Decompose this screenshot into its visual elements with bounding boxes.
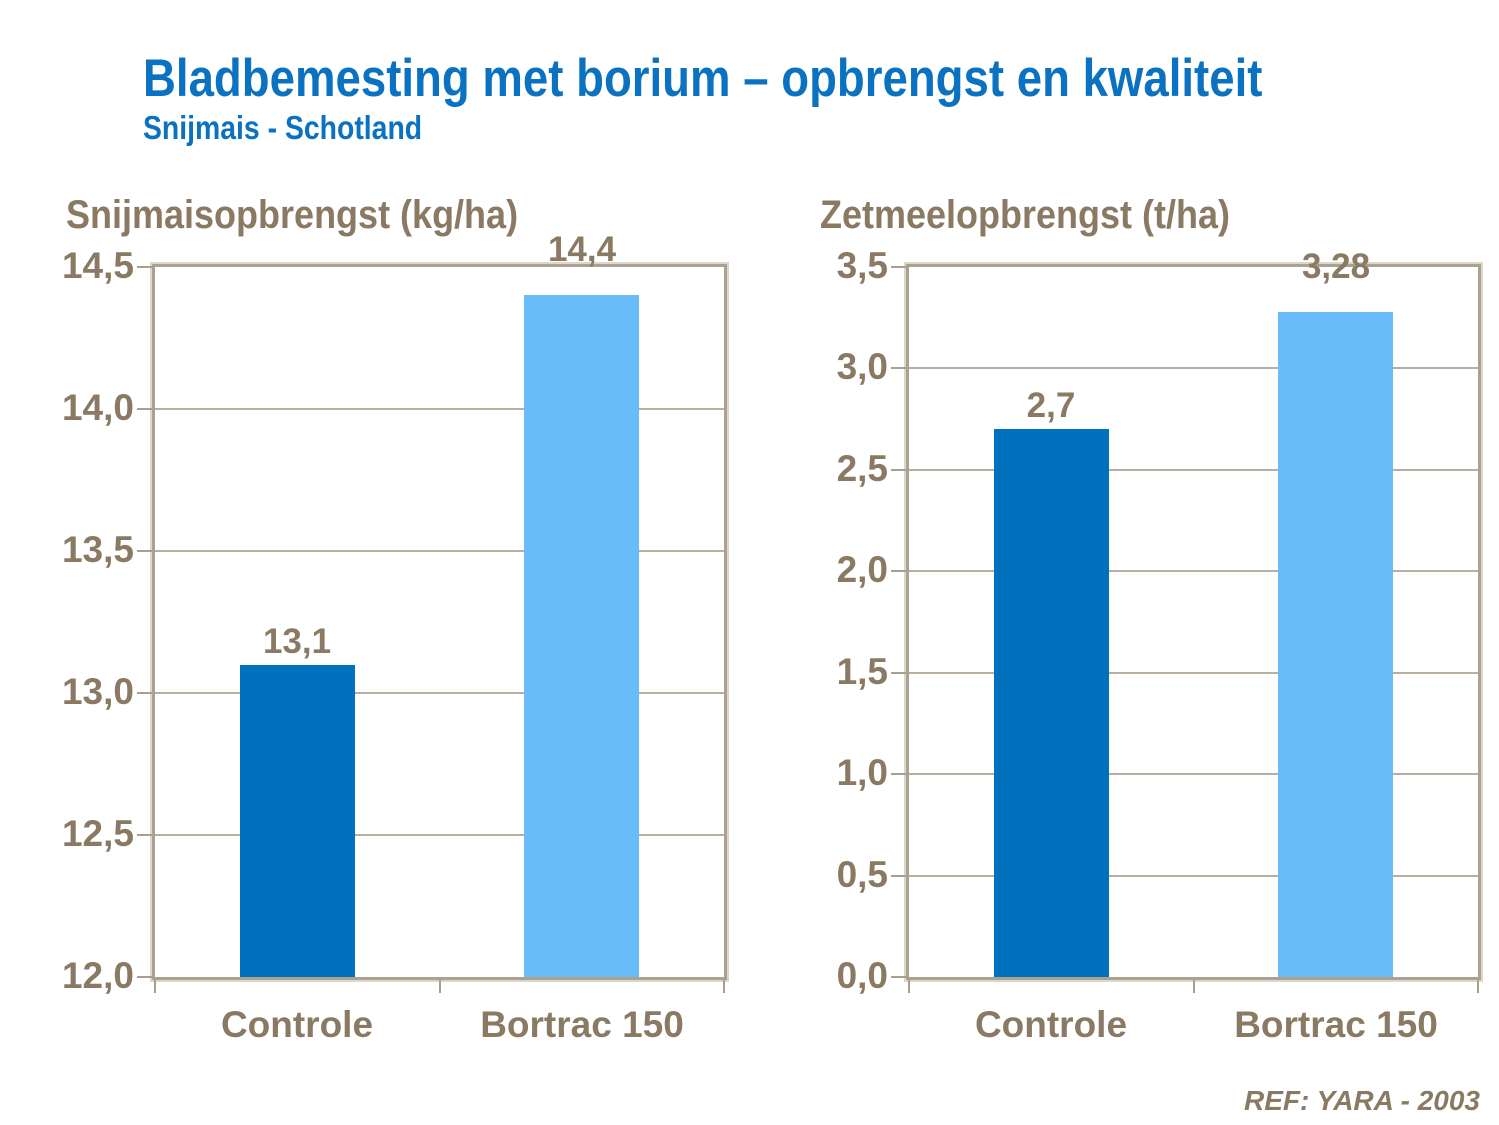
category-label-controle: Controle (220, 1004, 374, 1045)
category-label-bortrac-150: Bortrac 150 (1234, 1004, 1438, 1045)
bar-value-label: 3,28 (1301, 247, 1371, 286)
gridline (909, 468, 1478, 471)
y-axis-label: 12,5 (61, 813, 134, 854)
bar-controle (240, 665, 355, 977)
y-axis-tick (891, 367, 906, 370)
y-axis-label: 2,5 (836, 447, 888, 489)
gridline (909, 773, 1478, 776)
chart-title-zetmeelopbrengst: Zetmeelopbrengst (t/ha) (820, 193, 1231, 237)
y-axis-label: 0,5 (836, 853, 888, 895)
x-axis-tick (908, 980, 910, 993)
y-axis-tick (137, 266, 152, 268)
y-axis-tick (891, 266, 906, 268)
y-axis-label: 0,0 (836, 955, 888, 996)
bar-value-label: 13,1 (262, 622, 332, 661)
category-label-bortrac-150: Bortrac 150 (480, 1004, 684, 1045)
bar-value-label: 2,7 (1026, 386, 1076, 425)
y-axis-label: 1,0 (836, 752, 888, 794)
reference-note: REF: YARA - 2003 (1244, 1085, 1480, 1116)
gridline (155, 834, 724, 836)
y-axis-tick (891, 570, 906, 573)
gridline (909, 367, 1478, 370)
chart-title-snijmaisopbrengst: Snijmaisopbrengst (kg/ha) (66, 193, 519, 237)
y-axis-tick (891, 773, 906, 776)
chart-snijmaisopbrengst: Snijmaisopbrengst (kg/ha) 12,0 12,5 13,0 13… (62, 193, 727, 1044)
y-axis-tick (137, 692, 152, 694)
y-axis-label: 13,5 (61, 529, 134, 570)
gridline (155, 408, 724, 410)
y-axis-tick (137, 550, 152, 552)
y-axis-label: 14,5 (61, 245, 134, 286)
y-axis-tick (137, 408, 152, 410)
category-label-controle: Controle (974, 1004, 1128, 1045)
y-axis-tick (891, 976, 906, 978)
page-subtitle: Snijmais - Schotland (143, 109, 423, 146)
gridline (155, 550, 724, 552)
y-axis-tick (137, 976, 152, 978)
gridline (909, 874, 1478, 877)
x-axis-tick (723, 980, 725, 993)
bar-value-label: 14,4 (547, 230, 617, 269)
chart-zetmeelopbrengst: Zetmeelopbrengst (t/ha) 0,0 0,5 1,0 1,5 2,0 2… (820, 193, 1481, 1044)
bar-controle (994, 429, 1109, 977)
bar-bortrac-150 (524, 295, 639, 977)
y-axis-label: 14,0 (61, 387, 134, 428)
y-axis-tick (891, 671, 906, 674)
x-axis-tick (438, 980, 441, 993)
y-axis-tick (891, 874, 906, 877)
bar-bortrac-150 (1278, 312, 1393, 977)
gridline (155, 692, 724, 694)
gridline (909, 671, 1478, 674)
y-axis-tick (137, 834, 152, 836)
page-title: Bladbemesting met borium – opbrengst en … (143, 49, 1263, 108)
y-axis-label: 13,0 (61, 671, 134, 712)
y-axis-tick (891, 468, 906, 471)
y-axis-label: 3,0 (836, 346, 888, 388)
x-axis-tick (154, 980, 156, 993)
x-axis-tick (1477, 980, 1479, 993)
gridline (909, 570, 1478, 573)
y-axis-label: 12,0 (61, 955, 134, 996)
y-axis-label: 3,5 (836, 245, 888, 286)
x-axis-tick (1192, 980, 1195, 993)
y-axis-label: 1,5 (836, 650, 888, 692)
y-axis-label: 2,0 (836, 549, 888, 591)
